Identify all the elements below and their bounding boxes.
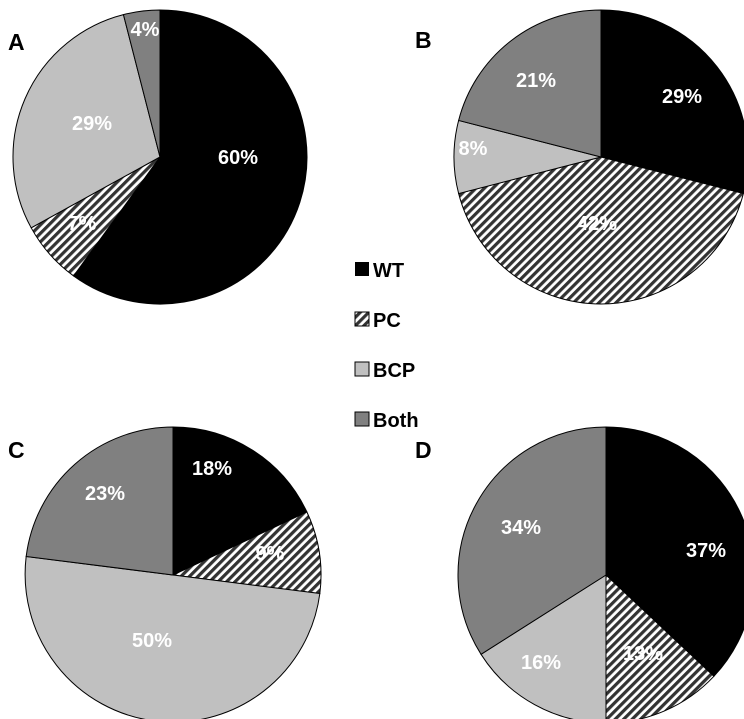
pie-c-label-bcp: 50%: [132, 630, 172, 652]
pie-a-slice-wt: [72, 9, 308, 305]
pie-chart-b: 29% 42% 8% 21%: [453, 9, 744, 305]
legend: WT PC BCP Both: [354, 260, 419, 432]
pie-b-slice-wt: [600, 9, 744, 195]
pie-d-label-wt: 37%: [686, 540, 726, 562]
pie-a-label-pc: 7%: [68, 213, 97, 235]
pie-c-label-wt: 18%: [192, 458, 232, 480]
pie-c-slice-wt: [172, 426, 308, 576]
pie-a-label-bcp: 29%: [72, 113, 112, 135]
legend-label-bcp: BCP: [373, 360, 415, 382]
pie-b-label-bcp: 8%: [459, 138, 488, 160]
pie-d-slice-both: [457, 426, 607, 655]
pie-d-label-bcp: 16%: [521, 652, 561, 674]
pie-b-label-pc: 42%: [577, 213, 617, 235]
panel-label-a: A: [8, 29, 25, 55]
pie-d-label-both: 34%: [501, 517, 541, 539]
pie-d-label-pc: 13%: [623, 643, 663, 665]
legend-swatch-bcp: [354, 361, 370, 377]
pie-a-label-both: 4%: [131, 19, 160, 41]
pie-b-slice-both: [458, 9, 602, 158]
pie-c-label-both: 23%: [85, 483, 125, 505]
pie-chart-a: 60% 7% 29% 4%: [12, 9, 308, 305]
pie-chart-c: 18% 9% 50% 23%: [24, 426, 322, 719]
legend-swatch-wt: [355, 262, 369, 276]
pie-c-label-pc: 9%: [256, 543, 285, 565]
pie-c-slice-pc: [171, 511, 322, 595]
panel-label-b: B: [415, 27, 432, 53]
legend-swatch-both: [354, 411, 370, 427]
legend-label-pc: PC: [373, 310, 401, 332]
legend-swatch-pc: [354, 311, 370, 327]
pie-d-slice-bcp: [480, 574, 607, 719]
pie-b-label-both: 21%: [516, 70, 556, 92]
legend-label-wt: WT: [373, 260, 404, 282]
pie-d-slice-pc: [605, 573, 715, 719]
pie-a-slice-both: [122, 9, 161, 158]
panel-label-d: D: [415, 437, 432, 463]
pie-b-slice-pc: [458, 156, 744, 305]
pie-a-label-wt: 60%: [218, 147, 258, 169]
pie-chart-d: 37% 13% 16% 34%: [457, 426, 744, 719]
pie-c-slice-bcp: [24, 555, 321, 719]
panel-label-c: C: [8, 437, 25, 463]
pie-a-slice-bcp: [12, 14, 161, 229]
legend-label-both: Both: [373, 410, 419, 432]
pie-d-slice-wt: [605, 426, 744, 678]
pie-c-slice-both: [25, 426, 174, 576]
pie-b-label-wt: 29%: [662, 86, 702, 108]
